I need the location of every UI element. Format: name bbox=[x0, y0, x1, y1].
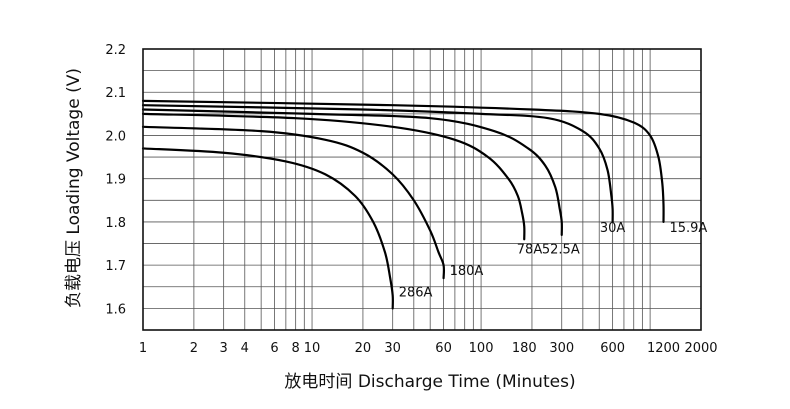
curve-label: 286A bbox=[399, 286, 433, 301]
y-tick-label: 2.1 bbox=[105, 86, 126, 101]
x-tick-label: 6 bbox=[270, 341, 278, 356]
x-tick-label: 2 bbox=[190, 341, 198, 356]
y-tick-label: 1.8 bbox=[105, 216, 126, 231]
curve-label: 180A bbox=[450, 264, 484, 279]
series-line-30A bbox=[141, 104, 614, 224]
x-tick-label: 2000 bbox=[684, 341, 717, 356]
x-axis-title: 放电时间 Discharge Time (Minutes) bbox=[284, 372, 575, 392]
x-tick-label: 4 bbox=[241, 341, 249, 356]
y-tick-label: 2.0 bbox=[105, 129, 126, 144]
x-tick-label: 180 bbox=[512, 341, 537, 356]
x-tick-label: 1 bbox=[139, 341, 147, 356]
x-tick-label: 1200 bbox=[647, 341, 680, 356]
discharge-curves bbox=[141, 99, 665, 310]
y-tick-labels: 1.6 1.7 1.8 1.9 2.0 2.1 2.2 bbox=[105, 43, 126, 317]
curve-label: 15.9A bbox=[669, 221, 707, 236]
series-line-52.5A bbox=[141, 108, 563, 236]
series-line-180A bbox=[141, 125, 446, 280]
x-tick-label: 20 bbox=[355, 341, 372, 356]
y-tick-label: 1.7 bbox=[105, 259, 126, 274]
curve-label: 52.5A bbox=[542, 243, 580, 258]
x-tick-label: 600 bbox=[600, 341, 625, 356]
series-line-286A bbox=[141, 147, 394, 310]
y-tick-label: 1.6 bbox=[105, 302, 126, 317]
grid-lines bbox=[142, 48, 702, 330]
x-tick-label: 8 bbox=[292, 341, 300, 356]
x-tick-labels: 1 2 3 4 6 8 10 20 30 60 100 180 300 600 1200 2000 bbox=[139, 341, 718, 356]
x-tick-label: 30 bbox=[384, 341, 401, 356]
series-line-78A bbox=[141, 112, 526, 241]
curve-label: 78A bbox=[517, 243, 543, 258]
x-tick-label: 60 bbox=[435, 341, 452, 356]
plot-frame bbox=[142, 48, 702, 331]
x-tick-label: 10 bbox=[304, 341, 321, 356]
y-axis-title: 负载电压 Loading Voltage (V) bbox=[64, 68, 84, 308]
x-tick-label: 100 bbox=[469, 341, 494, 356]
curve-labels: 286A 180A 78A 52.5A 30A 15.9A bbox=[399, 221, 708, 301]
series-line-15.9A bbox=[141, 99, 665, 224]
y-tick-label: 2.2 bbox=[105, 43, 126, 58]
curve-label: 30A bbox=[600, 221, 626, 236]
y-tick-label: 1.9 bbox=[105, 173, 126, 188]
x-tick-label: 300 bbox=[549, 341, 574, 356]
x-tick-label: 3 bbox=[220, 341, 228, 356]
